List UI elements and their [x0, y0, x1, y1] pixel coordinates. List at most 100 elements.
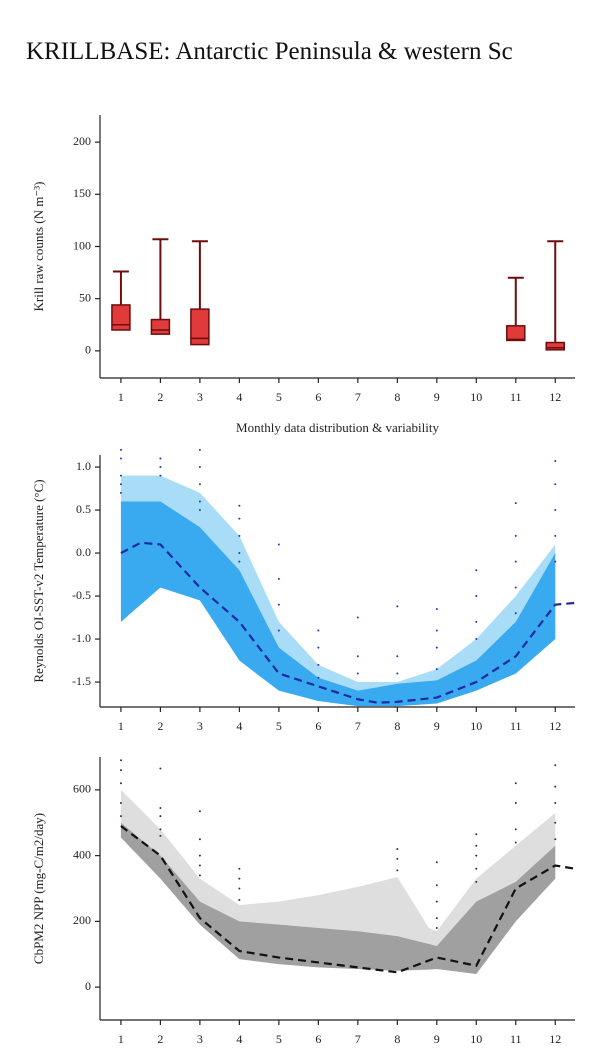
- x-tick-label: 1: [118, 1032, 124, 1046]
- data-point: [317, 629, 320, 632]
- band-area: [120, 501, 556, 707]
- data-point: [198, 864, 201, 867]
- box: [545, 341, 566, 351]
- data-point: [159, 806, 162, 809]
- mean-line: [120, 541, 576, 704]
- data-point: [396, 672, 399, 675]
- data-point: [554, 764, 557, 767]
- data-point: [435, 917, 438, 920]
- y-tick-label: 100: [73, 238, 91, 252]
- data-point: [396, 655, 399, 658]
- data-point: [554, 785, 557, 788]
- x-tick-label: 7: [355, 1032, 361, 1046]
- data-point: [119, 483, 122, 486]
- data-point: [119, 759, 122, 762]
- x-tick-label: 12: [549, 719, 561, 733]
- data-point: [198, 483, 201, 486]
- data-point: [159, 815, 162, 818]
- box: [111, 304, 131, 331]
- data-point: [514, 612, 517, 615]
- y-tick-label: -1.5: [72, 674, 91, 688]
- y-tick-label: 0.0: [76, 545, 91, 559]
- x-tick-label: 8: [394, 719, 400, 733]
- data-point: [159, 834, 162, 837]
- data-point: [554, 483, 557, 486]
- data-point: [554, 838, 557, 841]
- band-area: [120, 475, 556, 707]
- x-tick-label: 9: [434, 1032, 440, 1046]
- x-tick-label: 10: [470, 390, 482, 404]
- data-point: [198, 874, 201, 877]
- x-tick-label: 3: [197, 719, 203, 733]
- x-axis-label: Monthly data distribution & variability: [236, 420, 439, 435]
- data-point: [119, 457, 122, 460]
- y-tick-label: 400: [73, 847, 91, 861]
- data-point: [554, 821, 557, 824]
- x-tick-label: 7: [355, 719, 361, 733]
- x-tick-label: 3: [197, 390, 203, 404]
- y-tick-label: 200: [73, 913, 91, 927]
- data-point: [435, 629, 438, 632]
- box: [190, 308, 210, 346]
- y-tick-label: 50: [79, 290, 91, 304]
- data-point: [435, 646, 438, 649]
- y-tick-label: 600: [73, 782, 91, 796]
- x-tick-label: 7: [355, 390, 361, 404]
- data-point: [277, 603, 280, 606]
- data-point: [514, 828, 517, 831]
- x-tick-label: 5: [276, 1032, 282, 1046]
- data-point: [475, 880, 478, 883]
- x-tick-label: 9: [434, 719, 440, 733]
- data-point: [159, 474, 162, 477]
- data-point: [514, 782, 517, 785]
- data-point: [554, 560, 557, 563]
- data-point: [119, 815, 122, 818]
- x-tick-label: 10: [470, 1032, 482, 1046]
- data-point: [475, 569, 478, 572]
- x-tick-label: 4: [236, 1032, 242, 1046]
- data-point: [396, 857, 399, 860]
- x-tick-label: 4: [236, 390, 242, 404]
- data-point: [119, 769, 122, 772]
- data-point: [198, 500, 201, 503]
- x-tick-label: 10: [470, 719, 482, 733]
- data-point: [159, 457, 162, 460]
- x-tick-label: 6: [315, 719, 321, 733]
- y-tick-label: 200: [73, 134, 91, 148]
- x-tick-label: 1: [118, 719, 124, 733]
- data-point: [396, 848, 399, 851]
- data-point: [514, 586, 517, 589]
- x-tick-label: 5: [276, 719, 282, 733]
- data-point: [238, 560, 241, 563]
- data-point: [475, 595, 478, 598]
- mean-line: [120, 825, 576, 974]
- data-point: [475, 638, 478, 641]
- data-point: [238, 867, 241, 870]
- data-point: [238, 534, 241, 537]
- y-tick-label: 0: [85, 979, 91, 993]
- data-point: [119, 491, 122, 494]
- x-tick-label: 11: [510, 390, 522, 404]
- data-point: [119, 802, 122, 805]
- data-point: [277, 543, 280, 546]
- data-point: [514, 841, 517, 844]
- data-point: [159, 767, 162, 770]
- data-point: [475, 844, 478, 847]
- data-point: [514, 560, 517, 563]
- x-tick-label: 2: [157, 719, 163, 733]
- data-point: [435, 884, 438, 887]
- data-point: [238, 899, 241, 902]
- x-tick-label: 11: [510, 1032, 522, 1046]
- x-tick-label: 12: [549, 390, 561, 404]
- chart-panel: 1.00.50.0-0.5-1.0-1.51 2 3 4 5 6 7 8 9 10 11 12Reyn…: [31, 448, 576, 733]
- x-tick-label: 5: [276, 390, 282, 404]
- band-area: [120, 822, 556, 974]
- data-point: [238, 504, 241, 507]
- box: [150, 318, 171, 335]
- data-point: [435, 926, 438, 929]
- data-point: [356, 655, 359, 658]
- data-point: [396, 869, 399, 872]
- data-point: [356, 672, 359, 675]
